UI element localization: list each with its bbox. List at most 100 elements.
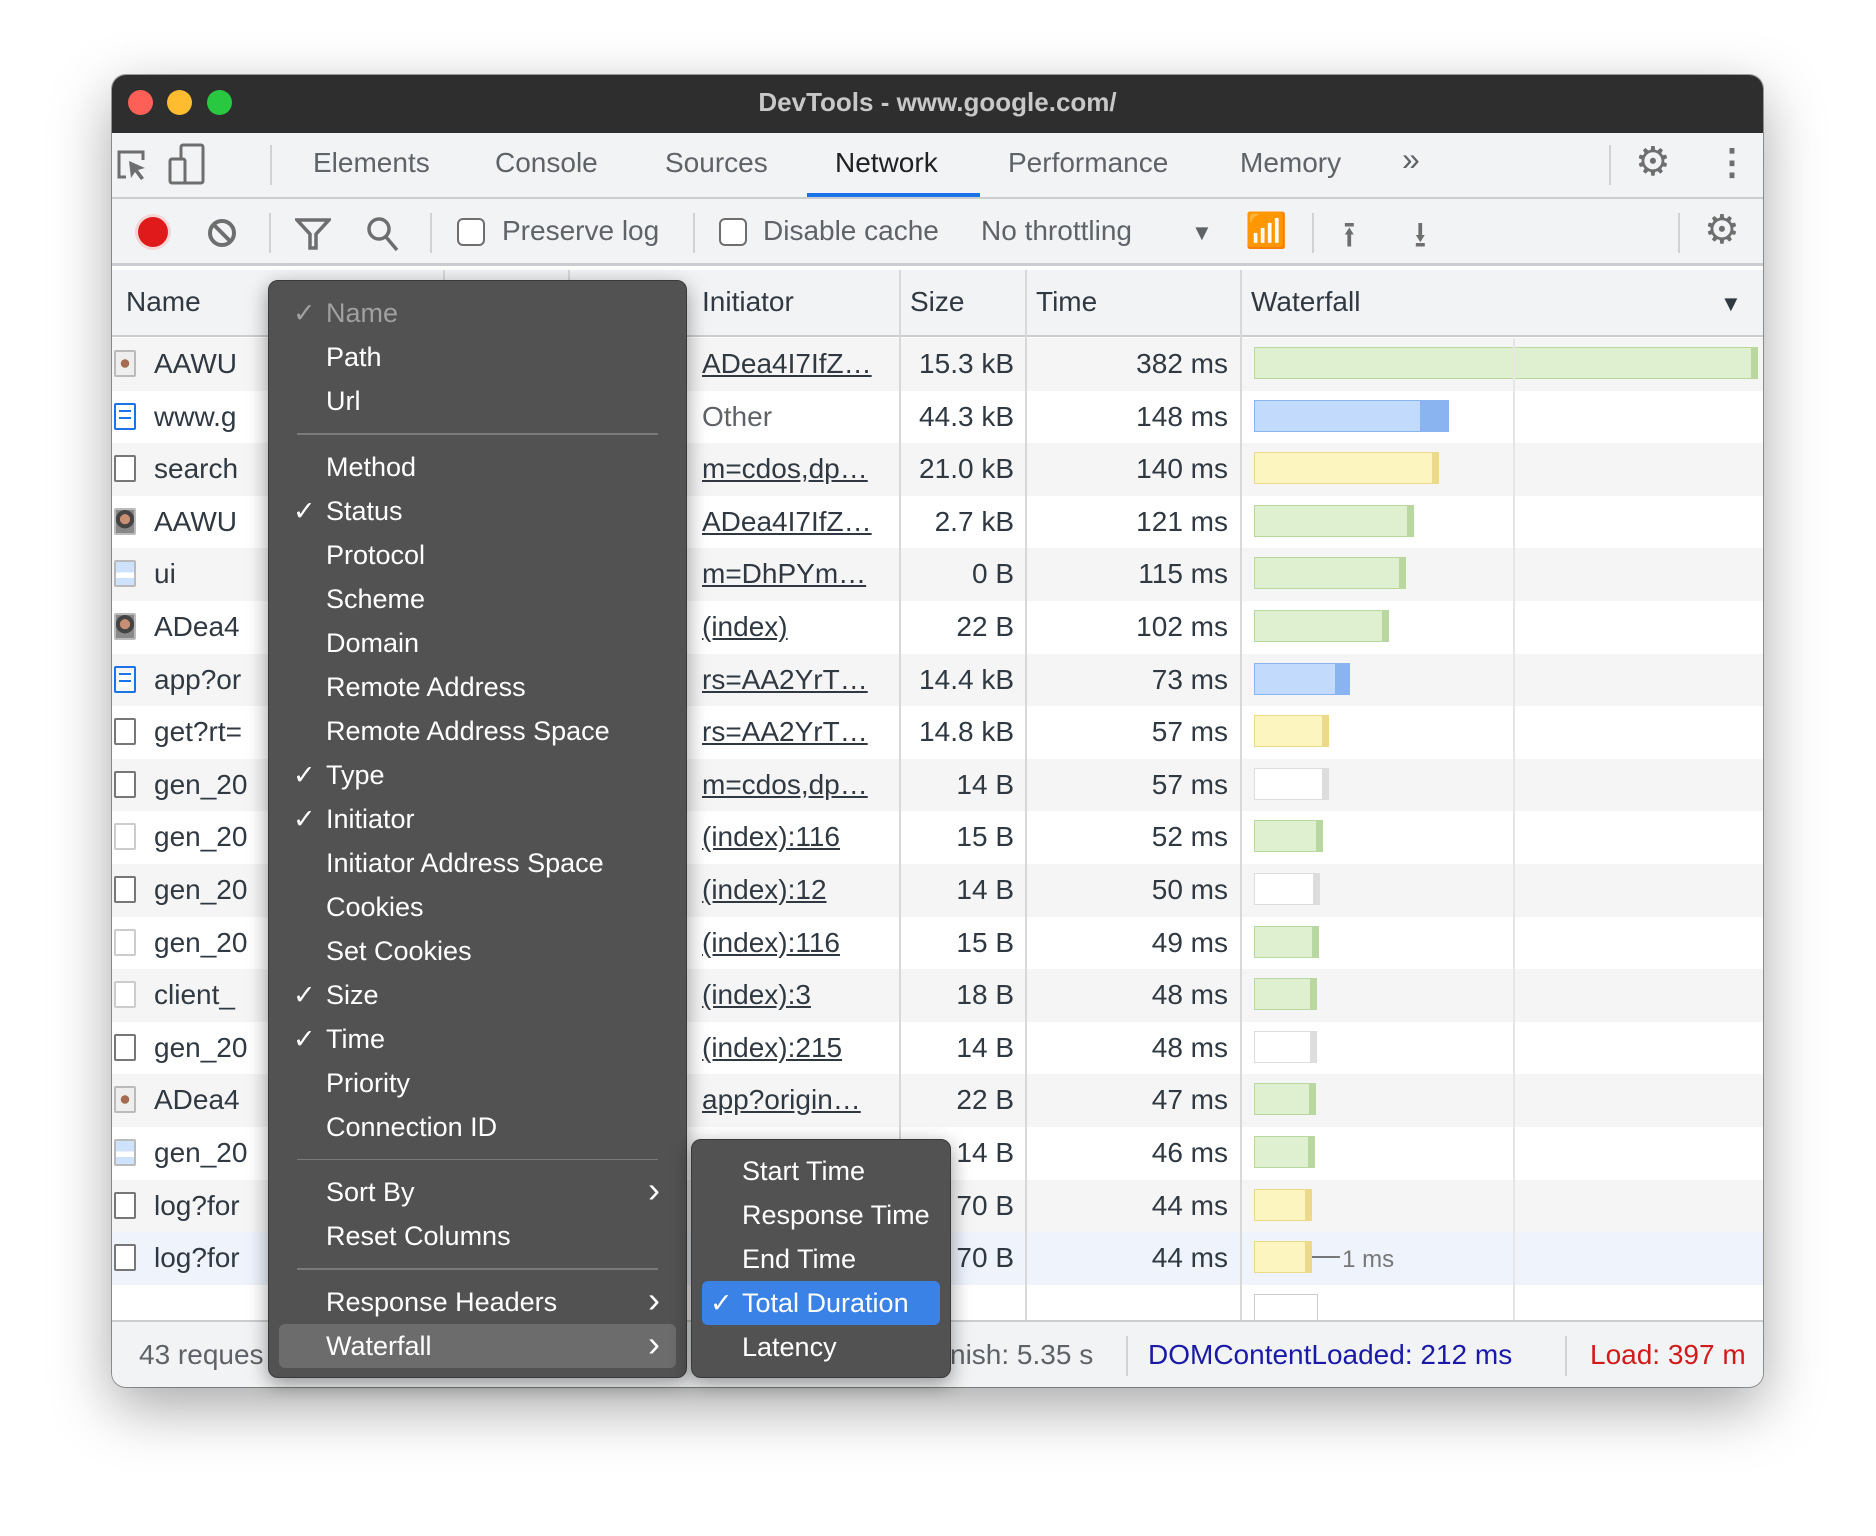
initiator-link[interactable]: ADea4I7IfZ… xyxy=(702,348,872,379)
menu-item-initiator-address-space[interactable]: Initiator Address Space xyxy=(279,841,676,885)
network-conditions-icon[interactable]: 📶 xyxy=(1245,212,1288,250)
menu-item-end-time[interactable]: End Time xyxy=(702,1237,940,1281)
tab-memory[interactable]: Memory xyxy=(1240,147,1342,178)
request-name[interactable]: gen_20 xyxy=(154,926,248,958)
menu-item-connection-id[interactable]: Connection ID xyxy=(279,1105,676,1149)
waterfall-bar[interactable] xyxy=(1254,978,1318,1011)
menu-item-scheme[interactable]: Scheme xyxy=(279,577,676,621)
request-name[interactable]: search xyxy=(154,453,239,485)
waterfall-bar[interactable] xyxy=(1254,1030,1318,1063)
tab-network[interactable]: Network xyxy=(835,147,938,178)
request-name[interactable]: gen_20 xyxy=(154,768,248,800)
maximize-button[interactable] xyxy=(207,90,232,115)
menu-item-path[interactable]: Path xyxy=(279,335,676,379)
waterfall-bar[interactable] xyxy=(1254,767,1330,800)
menu-item-size[interactable]: ✓ Size xyxy=(279,973,676,1017)
menu-item-priority[interactable]: Priority xyxy=(279,1061,676,1105)
tab-elements[interactable]: Elements xyxy=(313,147,430,178)
menu-item-reset-columns[interactable]: Reset Columns xyxy=(279,1214,676,1258)
request-name[interactable]: gen_20 xyxy=(154,874,248,905)
waterfall-bar[interactable] xyxy=(1254,820,1323,853)
settings-gear-icon[interactable]: ⚙ xyxy=(1635,140,1671,184)
request-name[interactable]: get?rt= xyxy=(154,716,242,748)
waterfall-bar[interactable] xyxy=(1254,347,1759,379)
initiator-link[interactable]: app?origin… xyxy=(702,1084,861,1116)
waterfall-sort-icon[interactable]: ▼ xyxy=(1720,291,1742,316)
preserve-log-checkbox[interactable] xyxy=(457,218,485,246)
search-icon[interactable] xyxy=(365,215,401,253)
menu-item-method[interactable]: Method xyxy=(279,445,676,489)
filter-icon[interactable] xyxy=(295,217,331,251)
waterfall-bar[interactable] xyxy=(1254,399,1450,432)
clear-icon[interactable] xyxy=(206,217,238,249)
more-tabs-button[interactable]: » xyxy=(1402,141,1420,177)
waterfall-bar[interactable] xyxy=(1254,557,1406,590)
column-header-name[interactable]: Name xyxy=(126,286,201,317)
disable-cache-label[interactable]: Disable cache xyxy=(763,215,939,246)
initiator-link[interactable]: m=cdos,dp… xyxy=(702,768,868,800)
column-header-waterfall[interactable]: Waterfall xyxy=(1251,286,1361,317)
column-header-size[interactable]: Size xyxy=(910,286,965,317)
close-button[interactable] xyxy=(128,90,153,115)
initiator-link[interactable]: m=DhPYm… xyxy=(702,558,867,590)
network-settings-gear-icon[interactable]: ⚙ xyxy=(1704,208,1740,252)
tab-sources[interactable]: Sources xyxy=(665,147,768,178)
request-name[interactable]: gen_20 xyxy=(154,1137,248,1168)
menu-item-initiator[interactable]: ✓ Initiator xyxy=(279,797,676,841)
menu-item-protocol[interactable]: Protocol xyxy=(279,533,676,577)
initiator-link[interactable]: rs=AA2YrT… xyxy=(702,716,868,748)
menu-item-latency[interactable]: Latency xyxy=(702,1325,940,1369)
throttling-select[interactable]: No throttling xyxy=(981,215,1132,246)
waterfall-bar[interactable] xyxy=(1254,715,1330,748)
waterfall-bar[interactable] xyxy=(1254,662,1351,695)
initiator-link[interactable]: m=cdos,dp… xyxy=(702,453,868,485)
menu-item-type[interactable]: ✓ Type xyxy=(279,753,676,797)
request-name[interactable]: app?or xyxy=(154,663,242,695)
menu-item-response-headers[interactable]: Response Headers › xyxy=(279,1279,676,1324)
chevron-down-icon[interactable]: ▼ xyxy=(1191,220,1213,245)
menu-item-waterfall[interactable]: Waterfall › xyxy=(279,1323,676,1368)
column-header-initiator[interactable]: Initiator xyxy=(702,286,794,317)
initiator-link[interactable]: rs=AA2YrT… xyxy=(702,663,868,695)
request-name[interactable]: gen_20 xyxy=(154,821,248,853)
waterfall-bar[interactable] xyxy=(1254,1241,1313,1274)
minimize-button[interactable] xyxy=(167,90,192,115)
disable-cache-checkbox[interactable] xyxy=(719,218,747,246)
device-toolbar-icon[interactable] xyxy=(167,143,207,187)
menu-item-url[interactable]: Url xyxy=(279,379,676,423)
menu-item-domain[interactable]: Domain xyxy=(279,621,676,665)
request-name[interactable]: ADea4 xyxy=(154,1084,240,1116)
initiator-link[interactable]: (index):215 xyxy=(702,1031,843,1063)
waterfall-bar[interactable] xyxy=(1254,610,1389,642)
request-name[interactable]: AAWU xyxy=(154,505,237,537)
export-har-icon[interactable]: ⭳ xyxy=(1414,214,1427,255)
request-name[interactable]: ui xyxy=(154,558,176,590)
more-options-icon[interactable]: ⋮ xyxy=(1714,141,1750,182)
request-name[interactable]: client_ xyxy=(154,979,235,1011)
tab-performance[interactable]: Performance xyxy=(1008,147,1169,178)
menu-item-sort-by[interactable]: Sort By › xyxy=(279,1170,676,1214)
request-name[interactable]: AAWU xyxy=(154,348,237,379)
menu-item-time[interactable]: ✓ Time xyxy=(279,1017,676,1061)
request-name[interactable]: gen_20 xyxy=(154,1031,248,1063)
initiator-link[interactable]: (index):3 xyxy=(702,979,811,1011)
waterfall-bar[interactable] xyxy=(1254,1083,1317,1116)
waterfall-bar[interactable] xyxy=(1254,452,1439,485)
menu-item-response-time[interactable]: Response Time xyxy=(702,1193,940,1237)
menu-item-remote-address[interactable]: Remote Address xyxy=(279,665,676,709)
column-header-time[interactable]: Time xyxy=(1036,286,1098,317)
record-icon[interactable] xyxy=(138,217,168,247)
waterfall-bar[interactable] xyxy=(1254,925,1319,958)
request-name[interactable]: log?for xyxy=(154,1242,240,1274)
waterfall-bar[interactable] xyxy=(1254,504,1414,537)
tab-console[interactable]: Console xyxy=(495,147,598,178)
waterfall-bar[interactable] xyxy=(1254,1188,1313,1221)
menu-item-total-duration[interactable]: ✓ Total Duration xyxy=(702,1281,940,1325)
menu-item-status[interactable]: ✓ Status xyxy=(279,489,676,533)
inspect-element-icon[interactable] xyxy=(114,147,150,185)
initiator-link[interactable]: ADea4I7IfZ… xyxy=(702,505,872,537)
waterfall-bar[interactable] xyxy=(1254,873,1320,905)
request-name[interactable]: ADea4 xyxy=(154,611,240,642)
menu-item-start-time[interactable]: Start Time xyxy=(702,1149,940,1193)
request-name[interactable]: www.g xyxy=(154,400,237,432)
